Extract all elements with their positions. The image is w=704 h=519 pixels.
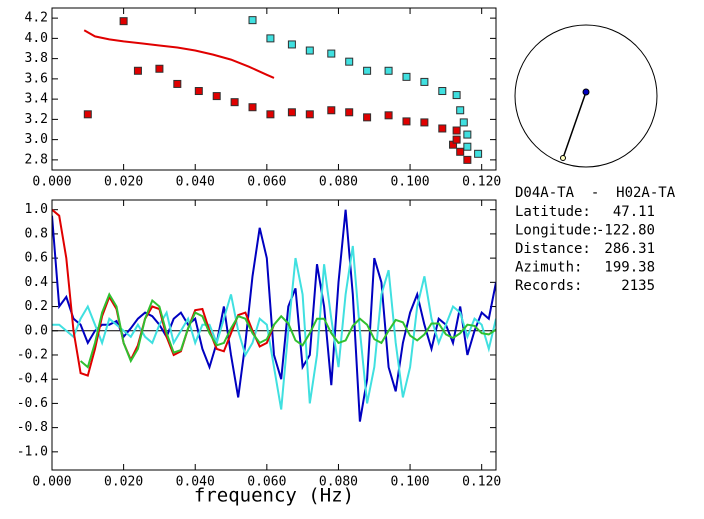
pair-title: D04A-TA - H02A-TA bbox=[515, 185, 676, 201]
y-tick-label: 0.4 bbox=[25, 275, 49, 290]
y-tick-label: 3.0 bbox=[25, 132, 48, 147]
marker bbox=[438, 124, 447, 133]
x-axis-label: frequency (Hz) bbox=[194, 485, 354, 507]
marker bbox=[402, 117, 411, 126]
y-tick-label: -0.8 bbox=[17, 420, 48, 435]
station-dot bbox=[560, 155, 566, 161]
y-tick-label: 0.6 bbox=[25, 251, 48, 266]
marker bbox=[287, 108, 296, 117]
y-tick-label: 1.0 bbox=[25, 202, 48, 217]
marker bbox=[266, 110, 275, 119]
series-line bbox=[83, 29, 275, 79]
x-tick-label: 0.080 bbox=[319, 175, 358, 190]
marker bbox=[402, 72, 411, 81]
plot: 0.000 0.020 0.040 0.060 0.080 0.100 0.120 -1.0 -… bbox=[17, 199, 501, 507]
x-tick-label: 0.000 bbox=[32, 175, 71, 190]
marker bbox=[194, 87, 203, 96]
y-tick-label: -1.0 bbox=[17, 444, 48, 459]
field-value: 47.11 bbox=[613, 204, 655, 220]
marker bbox=[345, 108, 354, 117]
azimuth-line bbox=[562, 91, 587, 159]
y-tick-label: 4.2 bbox=[25, 11, 48, 26]
y-tick-label: 0.8 bbox=[25, 226, 48, 241]
x-tick-label: 0.020 bbox=[104, 175, 143, 190]
marker bbox=[119, 17, 128, 26]
marker bbox=[212, 92, 221, 101]
marker bbox=[456, 147, 465, 156]
x-tick-label: 0.120 bbox=[462, 475, 501, 490]
marker bbox=[248, 103, 257, 112]
x-tick-label: 0.100 bbox=[390, 475, 429, 490]
y-tick-label: -0.6 bbox=[17, 396, 48, 411]
field-label: Azimuth: bbox=[515, 260, 582, 276]
marker bbox=[420, 77, 429, 86]
y-tick-label: 4.0 bbox=[25, 31, 48, 46]
station-dot bbox=[582, 88, 590, 96]
marker bbox=[438, 87, 447, 96]
marker bbox=[248, 16, 257, 25]
y-tick-label: 3.8 bbox=[25, 51, 48, 66]
marker bbox=[173, 79, 182, 88]
series-line bbox=[79, 292, 496, 369]
y-tick-label: 3.2 bbox=[25, 112, 48, 127]
marker bbox=[384, 66, 393, 75]
marker bbox=[133, 66, 142, 75]
x-tick-label: 0.060 bbox=[247, 475, 286, 490]
marker bbox=[305, 110, 314, 119]
marker bbox=[345, 57, 354, 66]
x-tick-label: 0.120 bbox=[462, 175, 501, 190]
x-tick-label: 0.100 bbox=[390, 175, 429, 190]
marker bbox=[230, 98, 239, 107]
marker bbox=[463, 142, 472, 151]
field-value: 2135 bbox=[621, 278, 655, 294]
marker bbox=[452, 91, 461, 100]
marker bbox=[305, 46, 314, 55]
info-fields: Latitude: 47.11 Longitude:-122.80 Distance:… bbox=[515, 204, 655, 294]
azimuth-circle bbox=[514, 24, 658, 168]
y-tick-label: 0.0 bbox=[25, 323, 48, 338]
marker bbox=[287, 40, 296, 49]
field-label: Distance: bbox=[515, 241, 591, 257]
field-value: 286.31 bbox=[604, 241, 655, 257]
marker bbox=[452, 126, 461, 135]
plot-frame bbox=[51, 199, 497, 471]
y-tick-label: 3.4 bbox=[25, 92, 49, 107]
x-tick-label: 0.060 bbox=[247, 175, 286, 190]
y-tick-label: 3.6 bbox=[25, 71, 48, 86]
marker bbox=[452, 135, 461, 144]
series-line bbox=[52, 245, 496, 410]
plot: 0.000 0.020 0.040 0.060 0.080 0.100 0.120 2.8 3.… bbox=[25, 7, 501, 190]
y-tick-label: 0.2 bbox=[25, 299, 48, 314]
x-tick-label: 0.080 bbox=[319, 475, 358, 490]
y-tick-label: 2.8 bbox=[25, 152, 48, 167]
y-tick-label: -0.2 bbox=[17, 347, 48, 362]
field-label: Longitude: bbox=[515, 223, 599, 239]
x-tick-label: 0.040 bbox=[176, 175, 215, 190]
marker bbox=[459, 118, 468, 127]
marker bbox=[456, 106, 465, 115]
field-label: Latitude: bbox=[515, 204, 591, 220]
x-tick-label: 0.020 bbox=[104, 475, 143, 490]
y-tick-label: -0.4 bbox=[17, 372, 48, 387]
marker bbox=[363, 66, 372, 75]
x-tick-label: 0.000 bbox=[32, 475, 71, 490]
plot-frame bbox=[51, 7, 497, 171]
marker bbox=[420, 118, 429, 127]
marker bbox=[474, 149, 483, 158]
x-tick-label: 0.040 bbox=[176, 475, 215, 490]
marker bbox=[463, 155, 472, 164]
marker bbox=[155, 64, 164, 73]
marker bbox=[327, 106, 336, 115]
marker bbox=[327, 49, 336, 58]
field-value: 199.38 bbox=[604, 260, 655, 276]
field-value: -122.80 bbox=[596, 223, 655, 239]
marker bbox=[266, 34, 275, 43]
marker bbox=[363, 113, 372, 122]
marker bbox=[463, 130, 472, 139]
field-label: Records: bbox=[515, 278, 582, 294]
marker bbox=[384, 111, 393, 120]
marker bbox=[83, 110, 92, 119]
